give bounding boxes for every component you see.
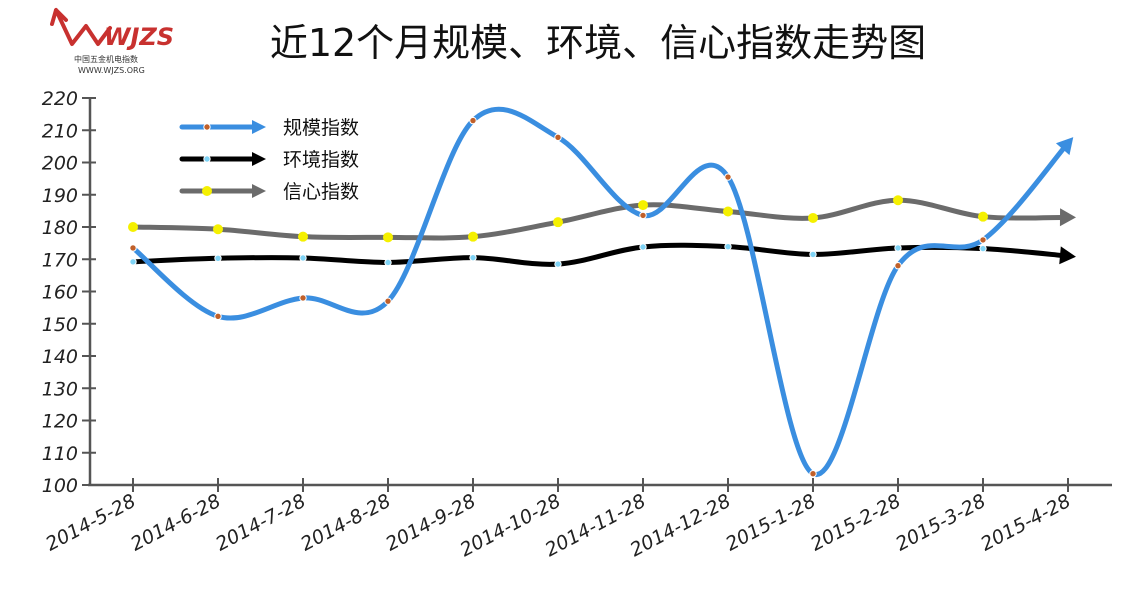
data-point — [469, 116, 477, 125]
data-point — [979, 236, 987, 244]
data-point — [723, 206, 733, 217]
legend-item: 规模指数 — [179, 117, 359, 139]
data-point — [638, 200, 648, 211]
x-tick-label: 2014-8-28 — [297, 490, 394, 556]
data-point — [129, 258, 137, 266]
data-point — [468, 231, 478, 242]
data-point — [214, 312, 222, 321]
data-point — [469, 253, 477, 262]
y-tick-label: 180 — [42, 217, 78, 239]
data-point — [894, 244, 902, 252]
data-point — [213, 224, 223, 235]
data-point — [978, 211, 988, 222]
logo: WJZS 中国五金机电指数 WWW.WJZS.ORG — [50, 8, 174, 75]
logo-url: WWW.WJZS.ORG — [78, 66, 145, 75]
data-point — [299, 294, 307, 302]
data-point — [129, 244, 137, 252]
data-point — [724, 173, 732, 181]
y-ticks: 100 110 120 130 140 150 160 170 180 190 200 210 220 — [42, 88, 96, 497]
data-point — [724, 242, 732, 251]
logo-tagline: 中国五金机电指数 — [74, 54, 138, 64]
x-tick-label: 2015-2-28 — [807, 490, 904, 556]
legend-marker — [203, 123, 211, 131]
x-tick-label: 2014-7-28 — [212, 490, 309, 556]
x-tick-label: 2014-5-28 — [42, 490, 139, 556]
x-tick-label: 2015-4-28 — [977, 490, 1074, 556]
series-line — [130, 197, 1071, 241]
data-point — [639, 243, 647, 251]
data-point — [808, 212, 818, 223]
y-tick-label: 140 — [42, 346, 78, 368]
y-tick-label: 100 — [42, 475, 78, 497]
data-point — [384, 297, 392, 305]
data-point — [299, 254, 307, 262]
series-arrow-icon — [1055, 137, 1074, 156]
data-point — [298, 231, 308, 242]
y-tick-label: 190 — [42, 185, 78, 207]
chart-title: 近12个月规模、环境、信心指数走势图 — [270, 21, 926, 65]
logo-brand: WJZS — [104, 23, 174, 51]
y-tick-label: 170 — [42, 249, 78, 271]
y-tick-label: 200 — [42, 153, 78, 175]
y-tick-label: 160 — [42, 282, 78, 304]
series-arrow-icon — [1059, 208, 1076, 227]
data-point — [979, 244, 987, 253]
legend-item: 信心指数 — [179, 181, 359, 203]
data-point — [809, 470, 817, 478]
data-point — [639, 211, 647, 220]
data-point — [384, 258, 392, 267]
data-point — [893, 195, 903, 206]
legend-arrow-icon — [252, 120, 266, 134]
data-point — [128, 222, 138, 232]
logo-arrow-icon — [50, 8, 112, 46]
y-tick-label: 210 — [42, 120, 78, 142]
legend-marker — [203, 155, 211, 163]
series-0 — [129, 106, 1074, 478]
legend-arrow-icon — [252, 152, 266, 166]
data-point — [554, 260, 562, 268]
data-point — [553, 217, 563, 228]
legend-marker — [202, 186, 212, 196]
data-point — [383, 232, 393, 243]
data-point — [554, 133, 562, 142]
legend-item: 环境指数 — [179, 149, 359, 171]
legend-label: 规模指数 — [283, 117, 359, 139]
series-line — [130, 106, 1071, 477]
y-tick-label: 110 — [42, 443, 78, 465]
y-tick-label: 150 — [42, 314, 78, 336]
y-tick-label: 120 — [42, 411, 78, 433]
series-2 — [128, 195, 1076, 243]
series-1 — [129, 242, 1076, 268]
x-tick-label: 2014-6-28 — [127, 490, 224, 556]
y-tick-label: 220 — [42, 88, 78, 110]
y-tick-label: 130 — [42, 378, 78, 400]
legend-label: 信心指数 — [283, 181, 359, 203]
series-arrow-icon — [1059, 246, 1076, 265]
x-tick-label: 2015-3-28 — [892, 490, 989, 556]
data-point — [894, 262, 902, 270]
legend-arrow-icon — [252, 184, 266, 198]
data-point — [809, 250, 817, 259]
data-point — [214, 254, 222, 262]
axes — [88, 97, 1112, 487]
x-ticks: 2014-5-282014-6-282014-7-282014-8-282014… — [42, 478, 1074, 561]
series-group — [128, 106, 1076, 478]
legend-label: 环境指数 — [283, 149, 359, 171]
series-line — [130, 242, 1071, 267]
x-tick-label: 2015-1-28 — [722, 490, 819, 556]
